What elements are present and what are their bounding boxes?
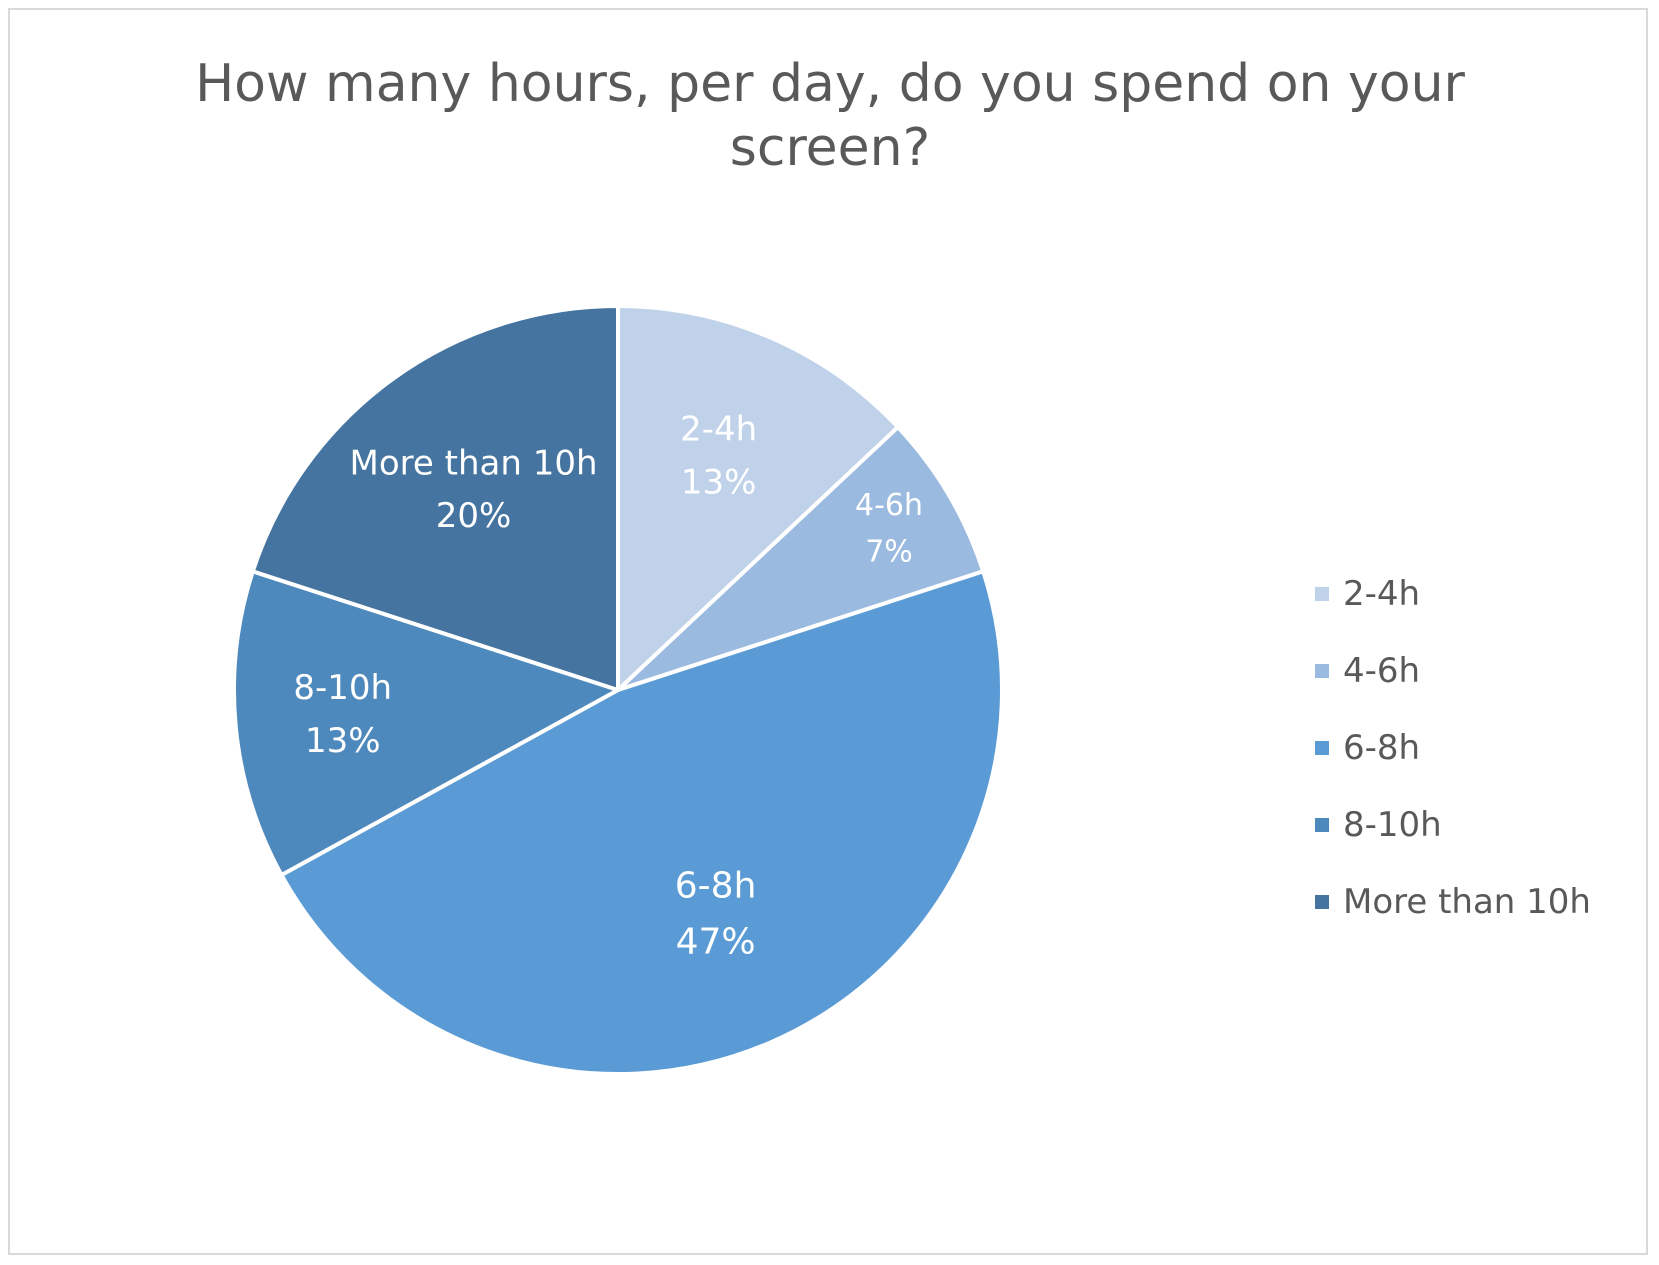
legend-item-more-than-10h[interactable]: More than 10h [1315, 863, 1635, 940]
legend-item-2-4h[interactable]: 2-4h [1315, 555, 1635, 632]
pie-slice-6-8h[interactable] [279, 569, 1004, 1076]
slice-value-label-6-8h: 47% [676, 921, 756, 962]
legend-label: 4-6h [1343, 650, 1421, 691]
legend-label: 8-10h [1343, 804, 1442, 845]
legend-label: 2-4h [1343, 573, 1421, 614]
legend-swatch [1315, 894, 1329, 909]
slice-category-label-more-than-10h: More than 10h [350, 443, 598, 483]
pie-labels: 2-4h 13% 4-6h 7% 6-8h 47% 8-10h 13% More than 10… [293, 410, 923, 963]
slice-category-label-4-6h: 4-6h [855, 488, 923, 523]
slice-value-label-more-than-10h: 20% [436, 496, 512, 536]
legend-swatch [1315, 663, 1329, 678]
legend-label: More than 10h [1343, 881, 1591, 922]
slice-category-label-2-4h: 2-4h [680, 410, 757, 450]
pie-slice-4-6h[interactable] [616, 425, 986, 692]
legend-swatch [1315, 740, 1329, 755]
pie-slice-more-than-10h[interactable] [250, 304, 620, 692]
legend-swatch [1315, 586, 1329, 601]
legend-item-8-10h[interactable]: 8-10h [1315, 786, 1635, 863]
pie-slice-2-4h[interactable] [616, 304, 900, 692]
pie-slices [232, 304, 1004, 1076]
slice-value-label-2-4h: 13% [681, 462, 757, 502]
legend-item-6-8h[interactable]: 6-8h [1315, 709, 1635, 786]
legend-item-4-6h[interactable]: 4-6h [1315, 632, 1635, 709]
chart-title: How many hours, per day, do you spend on… [195, 54, 1465, 178]
legend-swatch [1315, 817, 1329, 832]
legend-label: 6-8h [1343, 727, 1421, 768]
slice-category-label-6-8h: 6-8h [675, 866, 757, 907]
pie-chart: 2-4h 13% 4-6h 7% 6-8h 47% 8-10h 13% More than 10… [232, 304, 1004, 1076]
legend: 2-4h 4-6h 6-8h 8-10h More than 10h [1315, 555, 1635, 940]
pie-slice-8-10h[interactable] [232, 569, 620, 877]
slice-value-label-4-6h: 7% [865, 534, 913, 569]
slice-value-label-8-10h: 13% [305, 721, 381, 761]
slice-category-label-8-10h: 8-10h [293, 668, 392, 708]
chart-frame: How many hours, per day, do you spend on… [8, 8, 1648, 1255]
